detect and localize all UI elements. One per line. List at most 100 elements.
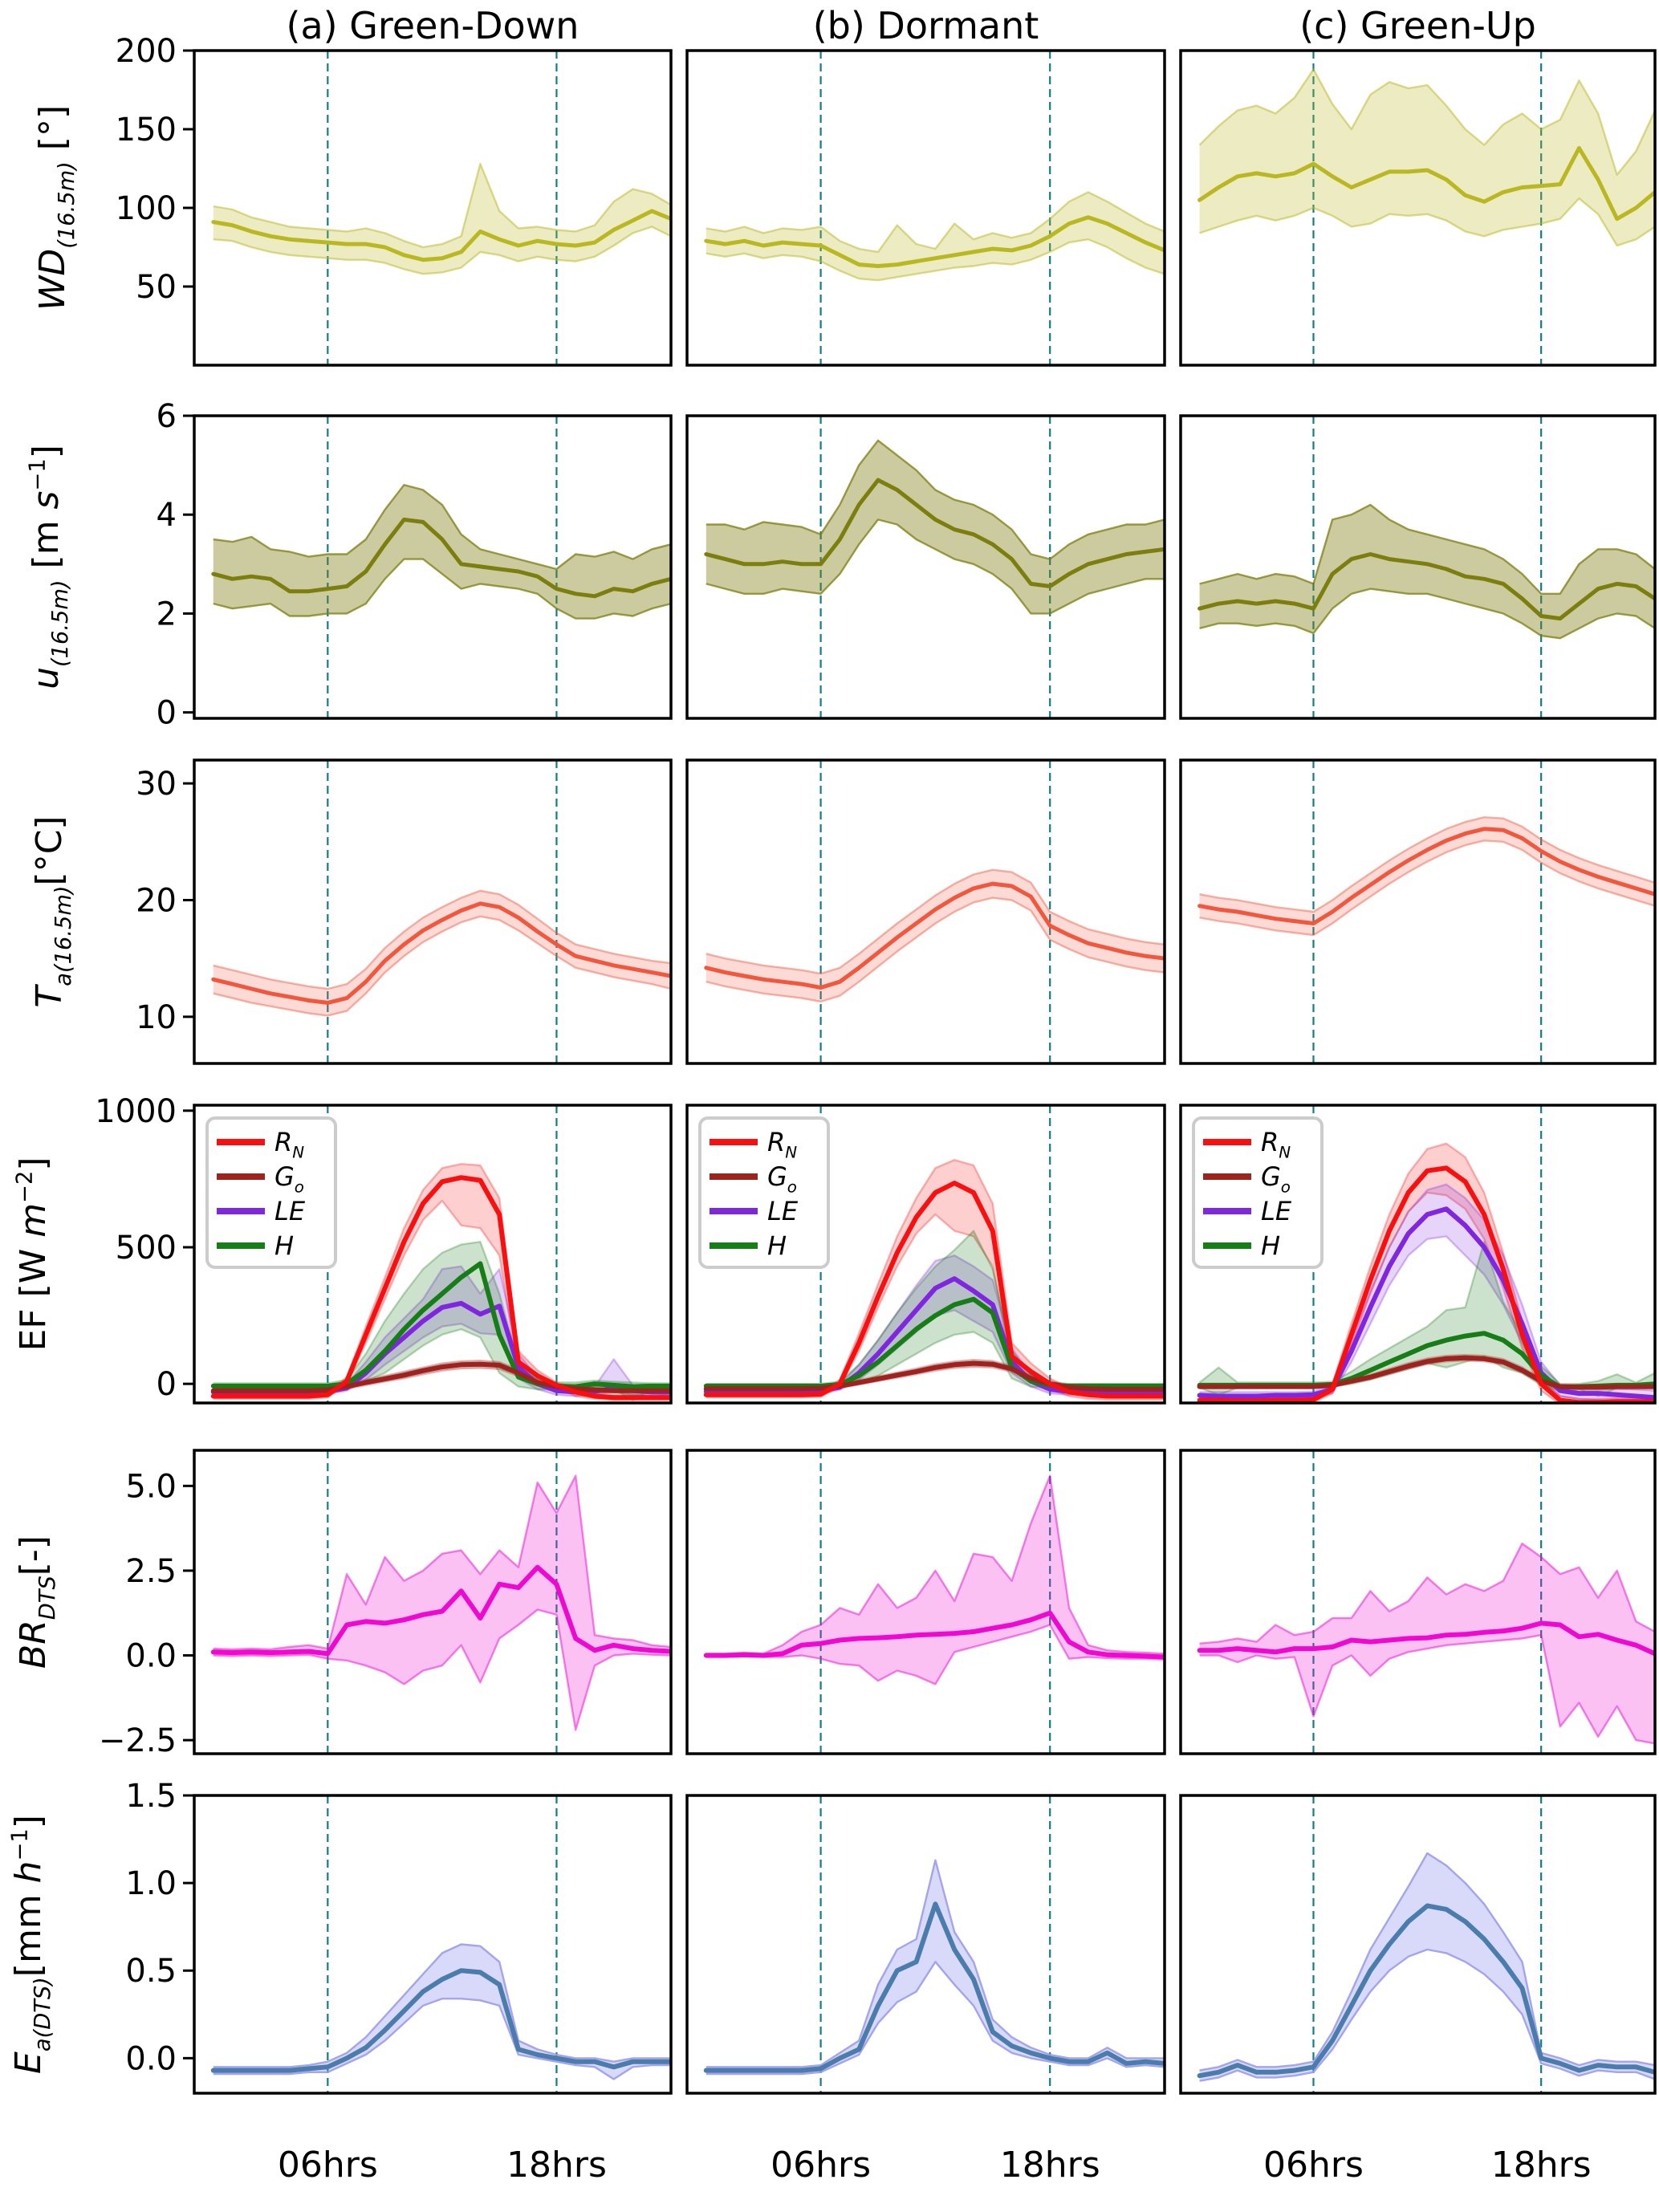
- band-H: [1199, 1242, 1655, 1397]
- plot-area: [703, 1474, 1165, 1685]
- mean-line-u: [211, 517, 671, 599]
- y-tick-label: 1.5: [125, 1778, 177, 1815]
- y-tick-label: 500: [116, 1230, 177, 1267]
- y-tick-label: −2.5: [99, 1722, 177, 1759]
- x-tick-label-a-18hrs: 18hrs: [506, 2145, 607, 2186]
- x-tick-label-b-06hrs: 06hrs: [771, 2145, 871, 2186]
- y-tick-label: 6: [157, 398, 177, 435]
- plot-area: [704, 868, 1165, 1003]
- y-tick-label: 150: [116, 112, 177, 148]
- band-edge-lower-BR: [1199, 1633, 1655, 1745]
- panel-bg: [194, 51, 671, 365]
- band-Ta: [213, 890, 671, 1016]
- panel-Ea-c: [1179, 1794, 1657, 2095]
- band-edge-upper-BR: [705, 1474, 1165, 1655]
- y-tick-label: 5.0: [125, 1468, 177, 1505]
- mean-line-BR: [1197, 1620, 1655, 1657]
- band-edge-lower-u: [705, 518, 1165, 615]
- legend-label-LE: LE: [274, 1196, 306, 1226]
- band-edge-upper-Ea: [213, 1943, 671, 2068]
- band-BR: [213, 1475, 671, 1730]
- band-edge-lower-Ea: [213, 1997, 671, 2080]
- plot-area: [211, 484, 671, 620]
- plot-area: [1197, 1542, 1655, 1745]
- panel-border: [193, 1104, 673, 1405]
- panel-WD-c: [1179, 49, 1657, 367]
- panel-WD-b: [685, 49, 1166, 367]
- plot-area: [1197, 1852, 1655, 2082]
- panel-border: [685, 1794, 1166, 2095]
- mean-line-WD: [704, 215, 1165, 268]
- legend-box: [1192, 1116, 1324, 1269]
- legend-label-H: H: [767, 1230, 787, 1261]
- panel-border: [193, 758, 673, 1065]
- x-tick-label-a-06hrs: 06hrs: [278, 2145, 378, 2186]
- mean-line-Ea: [210, 1968, 671, 2073]
- y-axis-label-EF: EF [W m−2]: [12, 1157, 54, 1351]
- panel-BR-c: [1179, 1449, 1657, 1755]
- band-H: [705, 1230, 1165, 1389]
- band-edge-lower-u: [213, 558, 671, 620]
- mean-line-Ea: [703, 1901, 1165, 2073]
- band-edge-lower-RN: [705, 1213, 1165, 1401]
- y-axis-label-Ta: Ta(16.5m)[°C]: [29, 815, 76, 1007]
- mean-line-u: [704, 478, 1165, 588]
- band-edge-lower-Ta: [705, 897, 1165, 1003]
- panel-border: [1179, 414, 1657, 720]
- band-edge-lower-WD: [705, 238, 1165, 282]
- band-edge-upper-WD: [213, 162, 671, 249]
- legend-label-LE: LE: [767, 1196, 799, 1226]
- band-LE: [1199, 1184, 1655, 1403]
- band-edge-upper-H: [213, 1240, 671, 1385]
- band-edge-upper-WD: [705, 191, 1165, 254]
- band-edge-upper-Ea: [1199, 1852, 1655, 2072]
- band-edge-lower-Ea: [1199, 1948, 1655, 2082]
- band-WD: [1199, 69, 1655, 246]
- band-edge-lower-Ta: [1199, 840, 1655, 937]
- panel-Ta-a: [193, 758, 673, 1065]
- band-edge-lower-RN: [213, 1199, 671, 1401]
- plot-area: [704, 439, 1165, 615]
- plot-area: [1197, 816, 1655, 937]
- mean-line-WD: [1197, 146, 1655, 222]
- mean-line-H: [210, 1261, 671, 1389]
- x-tick-label-c-18hrs: 18hrs: [1491, 2145, 1592, 2186]
- band-edge-upper-Ta: [1199, 816, 1655, 913]
- legend-label-RN: RN: [274, 1127, 304, 1162]
- panel-Ta-b: [685, 758, 1166, 1065]
- band-edge-upper-u: [705, 439, 1165, 560]
- plot-area: [1197, 503, 1655, 640]
- mean-line-LE: [703, 1276, 1165, 1394]
- mean-line-Ta: [211, 901, 671, 1005]
- band-BR: [1199, 1543, 1655, 1744]
- plot-area: [211, 162, 671, 275]
- panel-border: [685, 1449, 1166, 1755]
- band-edge-lower-RN: [1199, 1191, 1560, 1403]
- mean-line-H: [703, 1296, 1165, 1389]
- panel-bg: [1181, 416, 1655, 718]
- band-edge-lower-WD: [213, 226, 671, 275]
- y-axis-label-u: u(16.5m) [m s−1]: [25, 445, 73, 689]
- band-H: [213, 1242, 671, 1401]
- panel-border: [1179, 49, 1657, 367]
- y-tick-label: 4: [157, 497, 177, 534]
- x-tick-label-b-18hrs: 18hrs: [1000, 2145, 1100, 2186]
- mean-line-RN: [703, 1181, 1165, 1399]
- panel-border: [193, 1449, 673, 1755]
- band-Ta: [1199, 817, 1655, 936]
- band-u: [705, 440, 1165, 614]
- y-tick-label: 30: [136, 766, 177, 803]
- panel-BR-b: [685, 1449, 1166, 1755]
- band-BR: [705, 1475, 1165, 1685]
- band-edge-lower-BR: [213, 1608, 671, 1731]
- panel-bg: [1181, 1795, 1655, 2093]
- panel-bg: [1181, 51, 1655, 365]
- panel-border: [193, 1794, 673, 2095]
- band-RN: [705, 1160, 1165, 1400]
- band-WD: [213, 164, 671, 274]
